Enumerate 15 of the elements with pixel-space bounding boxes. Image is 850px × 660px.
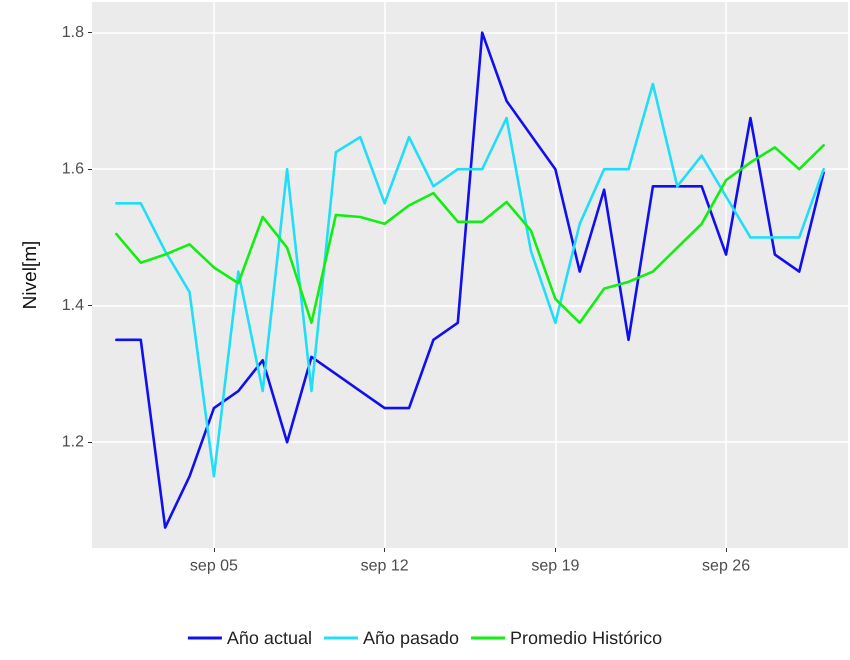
y-axis-title: Nivel[m] (20, 240, 41, 310)
line-series (115, 144, 825, 324)
y-tick-label: 1.4 (62, 297, 84, 314)
x-tick-label: sep 12 (360, 558, 409, 574)
legend-label: Año pasado (362, 628, 460, 648)
y-tick-label: 1.6 (62, 160, 84, 178)
line-series (115, 31, 825, 529)
legend-label: Año actual (226, 628, 312, 648)
legend-label: Promedio Histórico (510, 628, 662, 648)
x-tick-label: sep 05 (190, 558, 238, 574)
line-series (115, 82, 825, 478)
x-tick-label: sep 19 (531, 558, 580, 574)
y-tick-label: 1.2 (62, 434, 84, 451)
y-tick-label: 1.8 (62, 24, 84, 42)
x-tick-label: sep 26 (702, 558, 750, 574)
